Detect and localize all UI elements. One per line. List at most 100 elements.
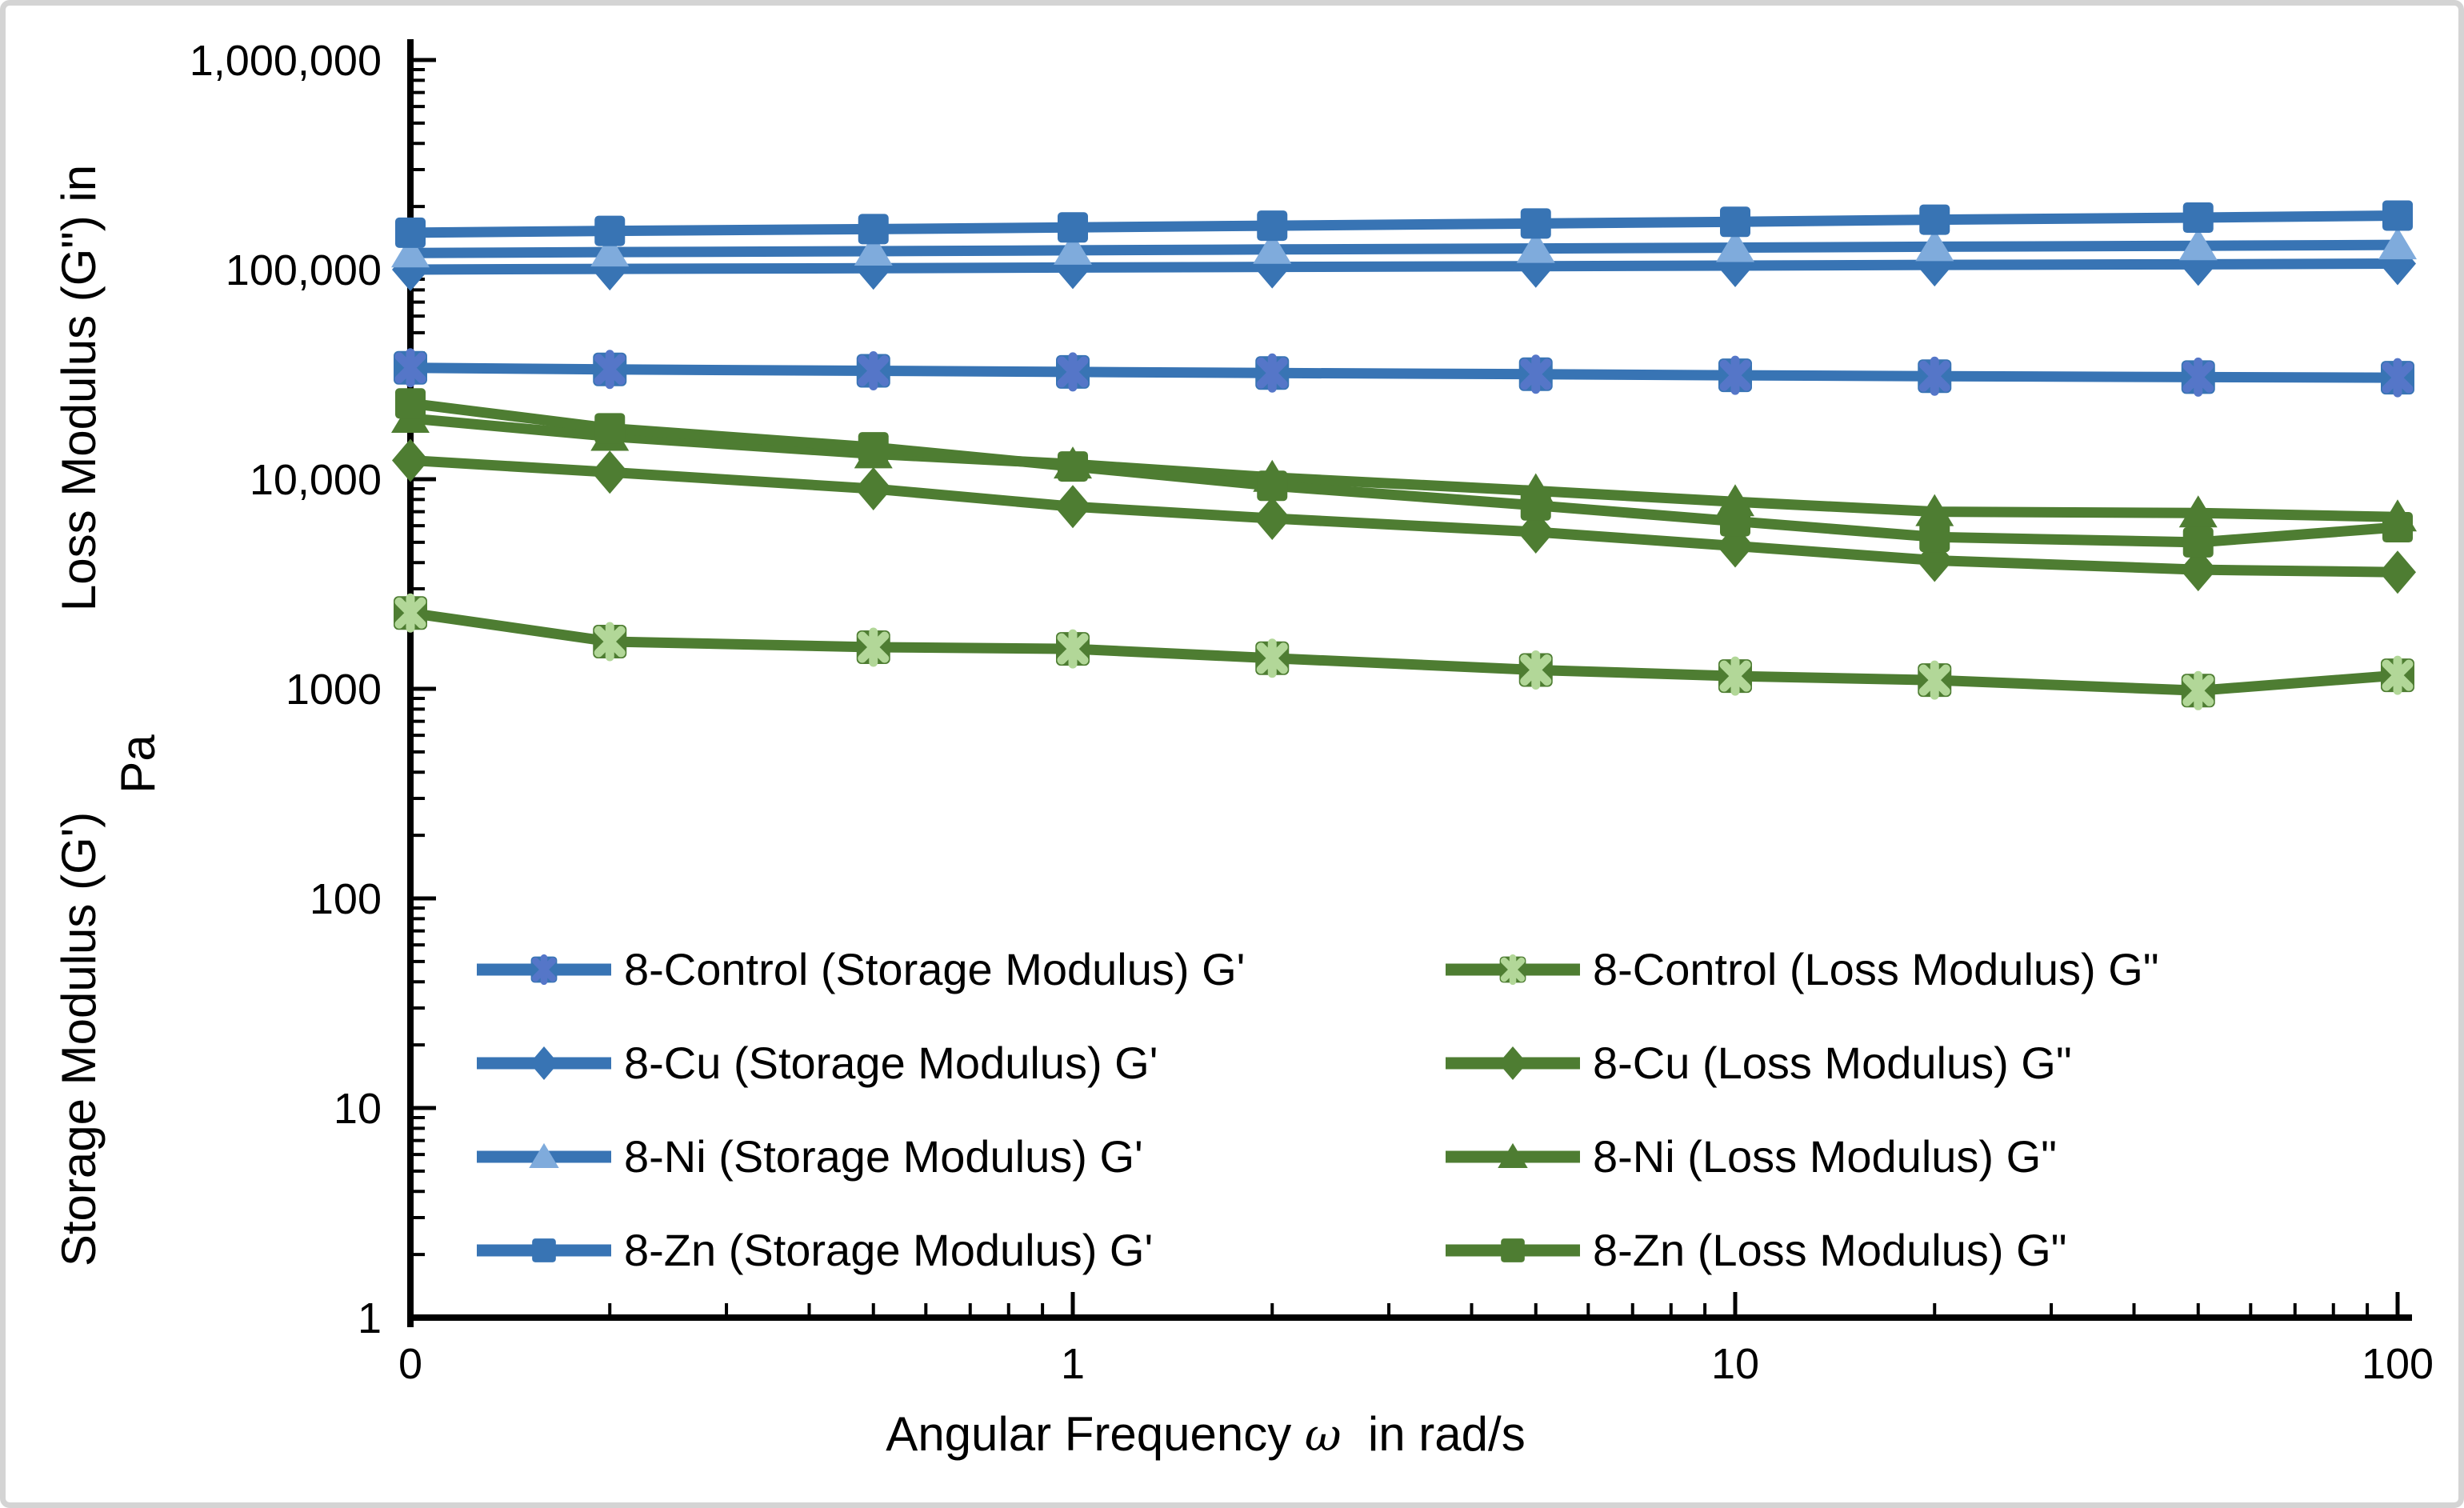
data-point-8-zn-loss-modulus-g [1720,506,1750,537]
data-point-8-ni-storage-modulus-g [1516,230,1555,263]
legend-marker-star-square [530,954,558,986]
series-8-cu-loss-modulus-g [392,438,2416,594]
y-tick-label: 100 [310,875,382,923]
y-axis-title-storage: Storage Modulus (G') [52,812,106,1266]
y-tick-label: 1,000,000 [190,37,382,85]
data-point-8-cu-loss-modulus-g [2379,550,2416,594]
data-point-8-zn-storage-modulus-g [1520,208,1551,239]
data-point-8-control-loss-modulus-g [1718,656,1752,696]
series-line-8-ni-loss-modulus-g [410,413,2398,522]
data-point-8-control-storage-modulus-g [1718,355,1752,395]
series-line-8-cu-storage-modulus-g [410,258,2398,275]
data-point-8-control-storage-modulus-g [593,350,627,390]
y-tick-label: 100,000 [226,246,382,294]
plot-canvas[interactable]: Loss Modulus (G") in Pa Storage Modulus … [6,6,2464,1508]
data-point-8-control-loss-modulus-g [2181,670,2215,710]
data-point-8-ni-storage-modulus-g [391,235,430,268]
data-point-8-cu-loss-modulus-g [1054,485,1091,529]
data-point-8-control-loss-modulus-g [2381,655,2414,695]
data-point-8-cu-loss-modulus-g [854,466,892,510]
data-point-8-zn-loss-modulus-g [594,413,626,444]
series-8-zn-loss-modulus-g [395,388,2413,558]
x-axis-title-text: Angular Frequency [886,1407,1305,1461]
legend: 8-Control (Storage Modulus) G' 8-Cu (Stor… [477,944,2159,1275]
data-point-8-zn-storage-modulus-g [2382,200,2413,231]
legend-marker-diamond [1498,1046,1527,1081]
data-point-8-cu-loss-modulus-g [591,450,629,494]
legend-label: 8-Zn (Storage Modulus) G' [624,1225,1153,1275]
legend-marker-diamond [530,1046,558,1081]
data-point-8-zn-storage-modulus-g [2182,202,2214,234]
data-point-8-ni-storage-modulus-g [1716,230,1754,262]
data-point-8-control-storage-modulus-g [2381,358,2414,398]
data-point-8-control-storage-modulus-g [856,350,890,390]
legend-marker-square [1501,1238,1525,1262]
data-point-8-control-loss-modulus-g [394,593,427,633]
data-point-8-zn-storage-modulus-g [1058,212,1088,243]
data-point-8-control-storage-modulus-g [394,348,427,388]
data-point-8-control-storage-modulus-g [1918,356,1952,396]
data-point-8-control-loss-modulus-g [1918,660,1952,700]
data-point-8-zn-storage-modulus-g [1720,206,1750,238]
y-tick-label: 1000 [286,666,382,714]
data-point-8-control-storage-modulus-g [1255,353,1290,393]
data-point-8-ni-storage-modulus-g [1915,229,1954,262]
legend-marker-star-square [1499,954,1526,986]
series-8-ni-loss-modulus-g [391,401,2417,532]
data-point-8-ni-storage-modulus-g [590,234,630,267]
data-point-8-zn-loss-modulus-g [858,432,889,463]
data-point-8-ni-loss-modulus-g [1915,494,1954,526]
series-8-zn-storage-modulus-g [395,200,2413,248]
data-point-8-ni-storage-modulus-g [1054,232,1092,265]
data-point-8-control-storage-modulus-g [1518,354,1553,394]
y-tick-label: 10,000 [250,456,382,504]
legend-label: 8-Ni (Loss Modulus) G" [1593,1131,2057,1182]
data-point-8-control-loss-modulus-g [593,622,627,662]
series-line-8-control-storage-modulus-g [410,362,2398,383]
legend-item-8-control-storage-modulus-g[interactable]: 8-Control (Storage Modulus) G' [477,944,1245,994]
data-point-8-control-loss-modulus-g [1518,650,1553,690]
data-point-8-zn-storage-modulus-g [395,217,426,248]
data-point-8-zn-storage-modulus-g [594,215,626,246]
data-point-8-cu-loss-modulus-g [392,438,429,482]
legend-label: 8-Cu (Storage Modulus) G' [624,1038,1158,1088]
legend-label: 8-Cu (Loss Modulus) G" [1593,1038,2072,1088]
data-point-8-control-loss-modulus-g [856,627,890,667]
data-point-8-zn-loss-modulus-g [1257,470,1288,502]
legend-item-8-cu-loss-modulus-g[interactable]: 8-Cu (Loss Modulus) G" [1446,1038,2072,1088]
data-point-8-control-loss-modulus-g [1255,638,1290,678]
legend-item-8-cu-storage-modulus-g[interactable]: 8-Cu (Storage Modulus) G' [477,1038,1158,1088]
data-point-8-ni-storage-modulus-g [1253,231,1292,264]
data-point-8-zn-loss-modulus-g [2382,512,2413,543]
legend-item-8-ni-loss-modulus-g[interactable]: 8-Ni (Loss Modulus) G" [1446,1131,2057,1182]
data-point-8-cu-loss-modulus-g [1517,510,1554,554]
legend-label: 8-Control (Storage Modulus) G' [624,944,1245,994]
series-line-8-zn-loss-modulus-g [410,398,2398,548]
legend-item-8-ni-storage-modulus-g[interactable]: 8-Ni (Storage Modulus) G' [477,1131,1143,1182]
data-point-8-ni-storage-modulus-g [2178,228,2218,261]
x-tick-label: 10 [1711,1340,1759,1388]
x-tick-label: 1 [1061,1340,1085,1388]
data-point-8-ni-loss-modulus-g [2178,495,2218,528]
series-8-ni-storage-modulus-g [391,227,2417,268]
series-8-control-storage-modulus-g [394,348,2414,398]
data-point-8-zn-storage-modulus-g [1257,210,1288,242]
legend-item-8-zn-storage-modulus-g[interactable]: 8-Zn (Storage Modulus) G' [477,1225,1153,1275]
legend-item-8-control-loss-modulus-g[interactable]: 8-Control (Loss Modulus) G" [1446,944,2159,994]
x-tick-label: 100 [2362,1340,2434,1388]
data-point-8-control-storage-modulus-g [1056,352,1090,392]
data-point-8-cu-loss-modulus-g [2179,548,2217,592]
series-layer [391,200,2417,710]
series-line-8-control-loss-modulus-g [410,607,2398,696]
legend-marker-square [532,1238,556,1262]
series-line-8-cu-loss-modulus-g [410,454,2398,578]
data-point-8-zn-loss-modulus-g [2182,526,2214,558]
data-point-8-zn-storage-modulus-g [858,214,889,245]
legend-label: 8-Ni (Storage Modulus) G' [624,1131,1143,1182]
y-tick-label: 1 [358,1294,382,1342]
legend-label: 8-Control (Loss Modulus) G" [1593,944,2159,994]
omega-symbol: ω [1305,1410,1342,1462]
legend-item-8-zn-loss-modulus-g[interactable]: 8-Zn (Loss Modulus) G" [1446,1225,2067,1275]
